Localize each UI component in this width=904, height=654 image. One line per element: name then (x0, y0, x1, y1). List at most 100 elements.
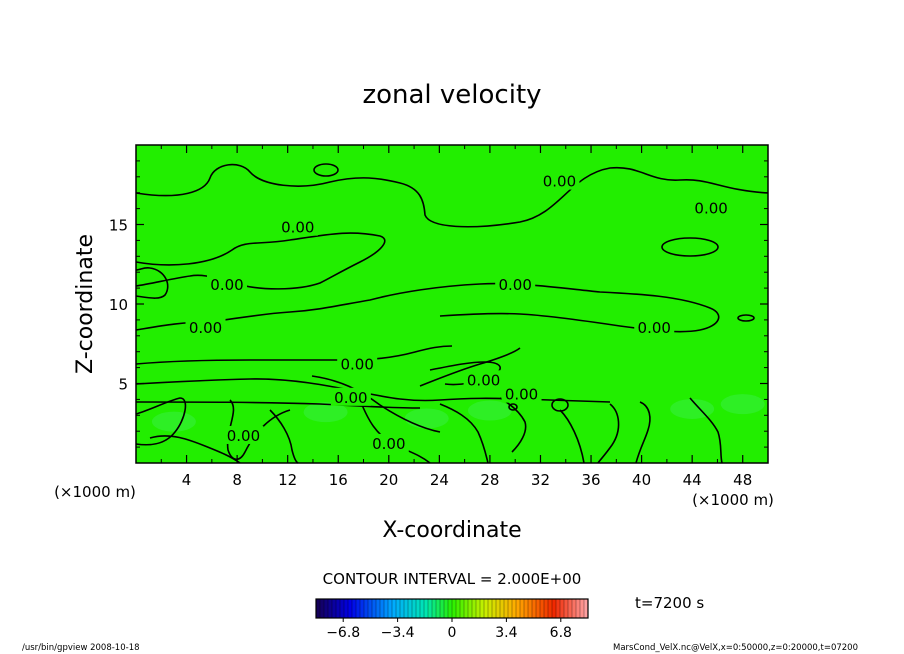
contour-line (597, 403, 620, 464)
contour-line (689, 397, 723, 464)
colorbar-cell (424, 599, 429, 618)
colorbar-cell (480, 599, 485, 618)
colorbar-cell (540, 599, 545, 618)
contour-labels: 0.00 0.00 0.00 0.00 0.00 0.00 0.00 0.00 0.00 0.00… (185, 171, 732, 453)
colorbar-cell (320, 599, 325, 618)
colorbar-cell (500, 599, 505, 618)
colorbar-cell (504, 599, 509, 618)
x-tick-label: 48 (733, 471, 752, 489)
footer-right: MarsCond_VelX.nc@VelX,x=0:50000,z=0:2000… (613, 643, 858, 653)
colorbar-cell (384, 599, 389, 618)
contour-line (635, 401, 651, 464)
colorbar-cell (436, 599, 441, 618)
colorbar-cell (372, 599, 377, 618)
contour-label-bg (207, 274, 248, 293)
contour-line (135, 163, 769, 228)
colorbar-cell (492, 599, 497, 618)
colorbar-cell (380, 599, 385, 618)
y-axis-ticks: 5 10 15 (109, 160, 768, 448)
colorbar-cell (344, 599, 349, 618)
colorbar-cell (336, 599, 341, 618)
colorbar-cell (376, 599, 381, 618)
contour-line (149, 435, 241, 464)
x-unit-label-right: (×1000 m) (692, 491, 774, 509)
colorbar-cell (468, 599, 473, 618)
colorbar-cell (396, 599, 401, 618)
colorbar-cell (440, 599, 445, 618)
contour-line (269, 409, 299, 464)
field-patch (303, 402, 348, 423)
colorbar-cell (484, 599, 489, 618)
colorbar-cell (328, 599, 333, 618)
x-tick-label: 40 (632, 471, 651, 489)
colorbar-cell (432, 599, 437, 618)
colorbar-cell (316, 599, 321, 618)
contour-label: 0.00 (189, 319, 222, 337)
contour-label: 0.00 (210, 276, 243, 294)
contour-label: 0.00 (543, 173, 576, 191)
colorbar-cell (584, 599, 589, 618)
colorbar-cell (556, 599, 561, 618)
contour-label: 0.00 (467, 371, 500, 389)
contour-label: 0.00 (694, 200, 727, 218)
contour-loop (508, 403, 518, 411)
colorbar-cell (404, 599, 409, 618)
colorbar-cell (444, 599, 449, 618)
colorbar-cell (580, 599, 585, 618)
contour-label-bg (330, 387, 371, 406)
colorbar-cell (572, 599, 577, 618)
colorbar-cell (576, 599, 581, 618)
x-tick-label: 16 (329, 471, 348, 489)
contour-line (135, 401, 421, 409)
colorbar-cell (560, 599, 565, 618)
colorbar-tick-label: 0 (448, 625, 457, 641)
colorbar-tick-label: −6.8 (326, 625, 360, 641)
contour-line (499, 397, 527, 453)
colorbar-cell (508, 599, 513, 618)
colorbar-cell (392, 599, 397, 618)
contour-label-bg (223, 425, 264, 444)
contour-loop (313, 163, 339, 177)
colorbar-cell (552, 599, 557, 618)
x-tick-label: 28 (480, 471, 499, 489)
velocity-field (136, 145, 768, 463)
chart-title: zonal velocity (362, 80, 541, 110)
contour-interval-label: CONTOUR INTERVAL = 2.000E+00 (323, 570, 582, 588)
contour-line (439, 403, 489, 464)
field-patch (404, 408, 449, 429)
contour-label: 0.00 (281, 219, 314, 237)
plot-area: 0.00 0.00 0.00 0.00 0.00 0.00 0.00 0.00 0.00 0.00… (109, 144, 769, 489)
contour-label: 0.00 (340, 355, 373, 373)
y-axis-label: Z-coordinate (73, 234, 98, 374)
colorbar-cell (460, 599, 465, 618)
colorbar-cell (408, 599, 413, 618)
field-patch (670, 398, 715, 419)
contour-label-bg (501, 384, 542, 403)
footer-left: /usr/bin/gpview 2008-10-18 (22, 643, 140, 653)
colorbar-cell (544, 599, 549, 618)
colorbar-cell (524, 599, 529, 618)
contour-line (135, 232, 386, 290)
x-tick-label: 12 (278, 471, 297, 489)
colorbar-cell (332, 599, 337, 618)
colorbar-cell (448, 599, 453, 618)
colorbar-cell (496, 599, 501, 618)
x-tick-label: 44 (683, 471, 702, 489)
field-patch (467, 400, 512, 421)
contour-line (419, 347, 521, 387)
x-tick-label: 36 (581, 471, 600, 489)
contour-line (135, 397, 187, 446)
colorbar-tick-label: 3.4 (495, 625, 517, 641)
x-tick-label: 8 (232, 471, 242, 489)
colorbar-cell (356, 599, 361, 618)
colorbar-cell (324, 599, 329, 618)
colorbar-cell (520, 599, 525, 618)
colorbar-cell (388, 599, 393, 618)
colorbar-cell (416, 599, 421, 618)
colorbar-cell (400, 599, 405, 618)
colorbar-cell (420, 599, 425, 618)
contour-label-bg (463, 370, 504, 389)
colorbar-cell (472, 599, 477, 618)
colorbar: −6.8 −3.4 0 3.4 6.8 (315, 598, 589, 641)
